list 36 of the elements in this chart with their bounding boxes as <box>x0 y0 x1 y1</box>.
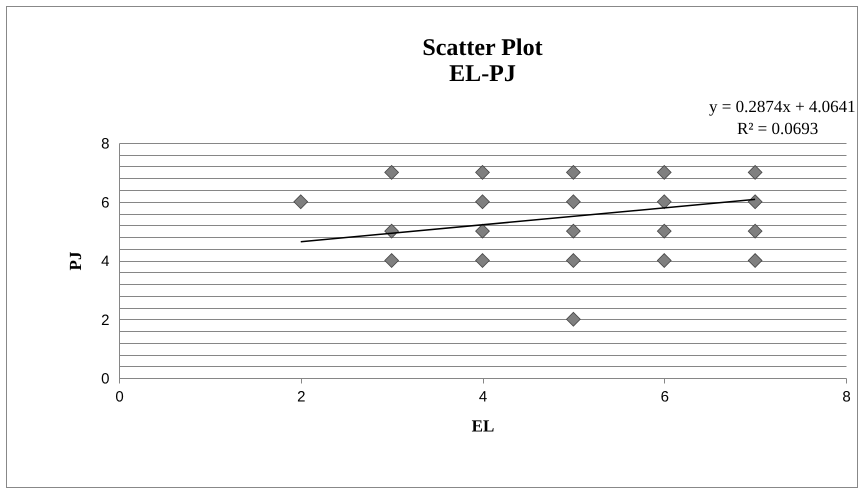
point <box>475 165 490 180</box>
point <box>566 253 581 268</box>
point <box>384 253 399 268</box>
point <box>475 253 490 268</box>
point <box>384 165 399 180</box>
y-tick-label: 4 <box>101 253 110 270</box>
y-tick-label: 8 <box>101 136 110 152</box>
x-axis-title: EL <box>472 416 494 436</box>
point <box>566 194 581 210</box>
point <box>475 224 490 238</box>
point <box>566 224 581 238</box>
point <box>748 224 762 238</box>
point <box>656 194 672 210</box>
x-tick-label: 4 <box>478 388 488 406</box>
y-tick-label: 2 <box>101 312 110 329</box>
chart-subtitle: EL-PJ <box>449 61 516 87</box>
point <box>656 224 672 238</box>
point <box>656 253 672 268</box>
point <box>656 165 672 180</box>
y-axis-title: PJ <box>66 251 86 270</box>
point <box>475 194 490 210</box>
y-tick-label: 6 <box>101 194 110 212</box>
point <box>748 194 762 210</box>
x-tick-label: 8 <box>842 388 851 406</box>
text: R² = 0.0693 <box>737 119 818 138</box>
point <box>748 253 762 268</box>
point <box>293 194 308 210</box>
y-tick-label: 0 <box>101 370 110 388</box>
text: y = 0.2874x + 4.0641 <box>709 97 856 116</box>
x-tick-label: 2 <box>297 388 306 406</box>
chart-title: Scatter Plot <box>422 35 543 61</box>
point <box>748 165 762 180</box>
point <box>566 312 581 327</box>
x-tick-label: 0 <box>115 388 124 406</box>
point <box>566 165 581 180</box>
x-tick-label: 6 <box>660 388 669 406</box>
